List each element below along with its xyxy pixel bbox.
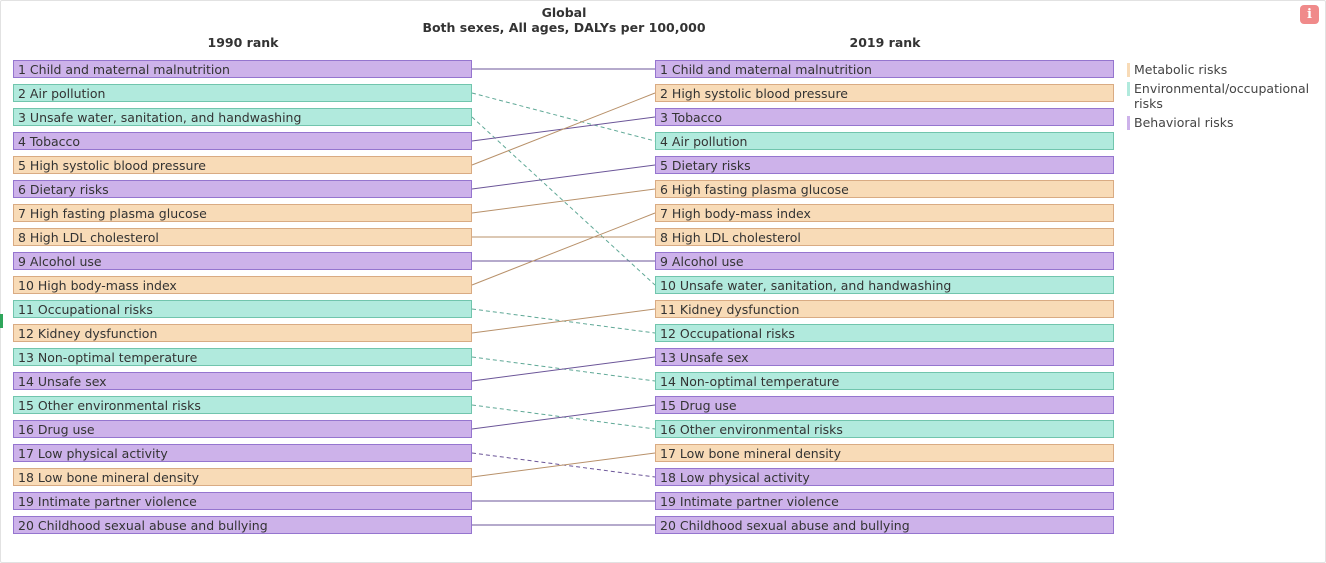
- left-rank-label-19: 19 Intimate partner violence: [18, 494, 197, 509]
- right-rank-label-6: 6 High fasting plasma glucose: [660, 182, 849, 197]
- left-rank-11[interactable]: 11 Occupational risks: [13, 300, 472, 318]
- legend-swatch-environmental: [1127, 82, 1130, 96]
- legend-label-behavioral: Behavioral risks: [1134, 115, 1234, 130]
- left-rank-label-11: 11 Occupational risks: [18, 302, 153, 317]
- left-rank-label-15: 15 Other environmental risks: [18, 398, 201, 413]
- right-rank-label-20: 20 Childhood sexual abuse and bullying: [660, 518, 910, 533]
- right-rank-label-11: 11 Kidney dysfunction: [660, 302, 800, 317]
- chart-subtitle: Both sexes, All ages, DALYs per 100,000: [422, 20, 706, 35]
- left-rank-label-5: 5 High systolic blood pressure: [18, 158, 206, 173]
- left-rank-12[interactable]: 12 Kidney dysfunction: [13, 324, 472, 342]
- right-rank-label-19: 19 Intimate partner violence: [660, 494, 839, 509]
- legend-label-metabolic: Metabolic risks: [1134, 62, 1228, 77]
- left-rank-15[interactable]: 15 Other environmental risks: [13, 396, 472, 414]
- left-rank-label-14: 14 Unsafe sex: [18, 374, 107, 389]
- left-rank-label-3: 3 Unsafe water, sanitation, and handwash…: [18, 110, 302, 125]
- right-rank-8[interactable]: 8 High LDL cholesterol: [655, 228, 1114, 246]
- right-rank-11[interactable]: 11 Kidney dysfunction: [655, 300, 1114, 318]
- left-rank-label-4: 4 Tobacco: [18, 134, 81, 149]
- legend-label-environmental: Environmental/occupational risks: [1134, 81, 1310, 111]
- right-rank-6[interactable]: 6 High fasting plasma glucose: [655, 180, 1114, 198]
- right-rank-label-4: 4 Air pollution: [660, 134, 748, 149]
- left-rank-7[interactable]: 7 High fasting plasma glucose: [13, 204, 472, 222]
- info-icon[interactable]: i: [1300, 5, 1319, 24]
- left-rank-label-1: 1 Child and maternal malnutrition: [18, 62, 230, 77]
- right-rank-9[interactable]: 9 Alcohol use: [655, 252, 1114, 270]
- left-rank-19[interactable]: 19 Intimate partner violence: [13, 492, 472, 510]
- left-column-header: 1990 rank: [207, 35, 279, 50]
- right-rank-label-10: 10 Unsafe water, sanitation, and handwas…: [660, 278, 952, 293]
- legend-swatch-behavioral: [1127, 116, 1130, 130]
- right-rank-label-8: 8 High LDL cholesterol: [660, 230, 801, 245]
- left-rank-14[interactable]: 14 Unsafe sex: [13, 372, 472, 390]
- right-rank-label-1: 1 Child and maternal malnutrition: [660, 62, 872, 77]
- side-handle[interactable]: [0, 314, 3, 328]
- right-rank-label-13: 13 Unsafe sex: [660, 350, 749, 365]
- legend: Metabolic risks Environmental/occupation…: [1127, 62, 1317, 134]
- right-rank-14[interactable]: 14 Non-optimal temperature: [655, 372, 1114, 390]
- left-rank-label-7: 7 High fasting plasma glucose: [18, 206, 207, 221]
- left-rank-label-16: 16 Drug use: [18, 422, 95, 437]
- left-rank-1[interactable]: 1 Child and maternal malnutrition: [13, 60, 472, 78]
- left-rank-2[interactable]: 2 Air pollution: [13, 84, 472, 102]
- legend-item-environmental[interactable]: Environmental/occupational risks: [1127, 81, 1317, 111]
- right-rank-1[interactable]: 1 Child and maternal malnutrition: [655, 60, 1114, 78]
- right-rank-5[interactable]: 5 Dietary risks: [655, 156, 1114, 174]
- left-rank-label-20: 20 Childhood sexual abuse and bullying: [18, 518, 268, 533]
- left-rank-3[interactable]: 3 Unsafe water, sanitation, and handwash…: [13, 108, 472, 126]
- right-rank-3[interactable]: 3 Tobacco: [655, 108, 1114, 126]
- left-rank-label-17: 17 Low physical activity: [18, 446, 168, 461]
- left-rank-5[interactable]: 5 High systolic blood pressure: [13, 156, 472, 174]
- right-rank-label-15: 15 Drug use: [660, 398, 737, 413]
- legend-swatch-metabolic: [1127, 63, 1130, 77]
- right-rank-label-2: 2 High systolic blood pressure: [660, 86, 848, 101]
- right-rank-label-7: 7 High body-mass index: [660, 206, 811, 221]
- right-rank-10[interactable]: 10 Unsafe water, sanitation, and handwas…: [655, 276, 1114, 294]
- right-rank-label-17: 17 Low bone mineral density: [660, 446, 841, 461]
- left-rank-13[interactable]: 13 Non-optimal temperature: [13, 348, 472, 366]
- right-rank-20[interactable]: 20 Childhood sexual abuse and bullying: [655, 516, 1114, 534]
- left-rank-label-13: 13 Non-optimal temperature: [18, 350, 198, 365]
- left-rank-4[interactable]: 4 Tobacco: [13, 132, 472, 150]
- right-rank-17[interactable]: 17 Low bone mineral density: [655, 444, 1114, 462]
- left-rank-16[interactable]: 16 Drug use: [13, 420, 472, 438]
- left-rank-label-9: 9 Alcohol use: [18, 254, 102, 269]
- right-rank-label-3: 3 Tobacco: [660, 110, 723, 125]
- right-rank-19[interactable]: 19 Intimate partner violence: [655, 492, 1114, 510]
- chart-title: Global: [541, 5, 587, 20]
- right-rank-4[interactable]: 4 Air pollution: [655, 132, 1114, 150]
- left-rank-9[interactable]: 9 Alcohol use: [13, 252, 472, 270]
- right-rank-label-9: 9 Alcohol use: [660, 254, 744, 269]
- right-rank-18[interactable]: 18 Low physical activity: [655, 468, 1114, 486]
- left-rank-label-10: 10 High body-mass index: [18, 278, 177, 293]
- legend-item-behavioral[interactable]: Behavioral risks: [1127, 115, 1317, 130]
- right-rank-16[interactable]: 16 Other environmental risks: [655, 420, 1114, 438]
- left-rank-17[interactable]: 17 Low physical activity: [13, 444, 472, 462]
- right-rank-label-5: 5 Dietary risks: [660, 158, 751, 173]
- right-rank-label-12: 12 Occupational risks: [660, 326, 795, 341]
- right-rank-7[interactable]: 7 High body-mass index: [655, 204, 1114, 222]
- left-rank-label-18: 18 Low bone mineral density: [18, 470, 199, 485]
- right-rank-15[interactable]: 15 Drug use: [655, 396, 1114, 414]
- right-rank-label-18: 18 Low physical activity: [660, 470, 810, 485]
- left-rank-20[interactable]: 20 Childhood sexual abuse and bullying: [13, 516, 472, 534]
- left-rank-8[interactable]: 8 High LDL cholesterol: [13, 228, 472, 246]
- legend-item-metabolic[interactable]: Metabolic risks: [1127, 62, 1317, 77]
- left-rank-18[interactable]: 18 Low bone mineral density: [13, 468, 472, 486]
- left-rank-label-8: 8 High LDL cholesterol: [18, 230, 159, 245]
- right-rank-12[interactable]: 12 Occupational risks: [655, 324, 1114, 342]
- left-rank-label-6: 6 Dietary risks: [18, 182, 109, 197]
- left-rank-label-2: 2 Air pollution: [18, 86, 106, 101]
- left-rank-6[interactable]: 6 Dietary risks: [13, 180, 472, 198]
- right-rank-label-16: 16 Other environmental risks: [660, 422, 843, 437]
- right-column-header: 2019 rank: [849, 35, 921, 50]
- left-rank-label-12: 12 Kidney dysfunction: [18, 326, 158, 341]
- right-rank-13[interactable]: 13 Unsafe sex: [655, 348, 1114, 366]
- right-rank-2[interactable]: 2 High systolic blood pressure: [655, 84, 1114, 102]
- left-rank-10[interactable]: 10 High body-mass index: [13, 276, 472, 294]
- right-rank-label-14: 14 Non-optimal temperature: [660, 374, 840, 389]
